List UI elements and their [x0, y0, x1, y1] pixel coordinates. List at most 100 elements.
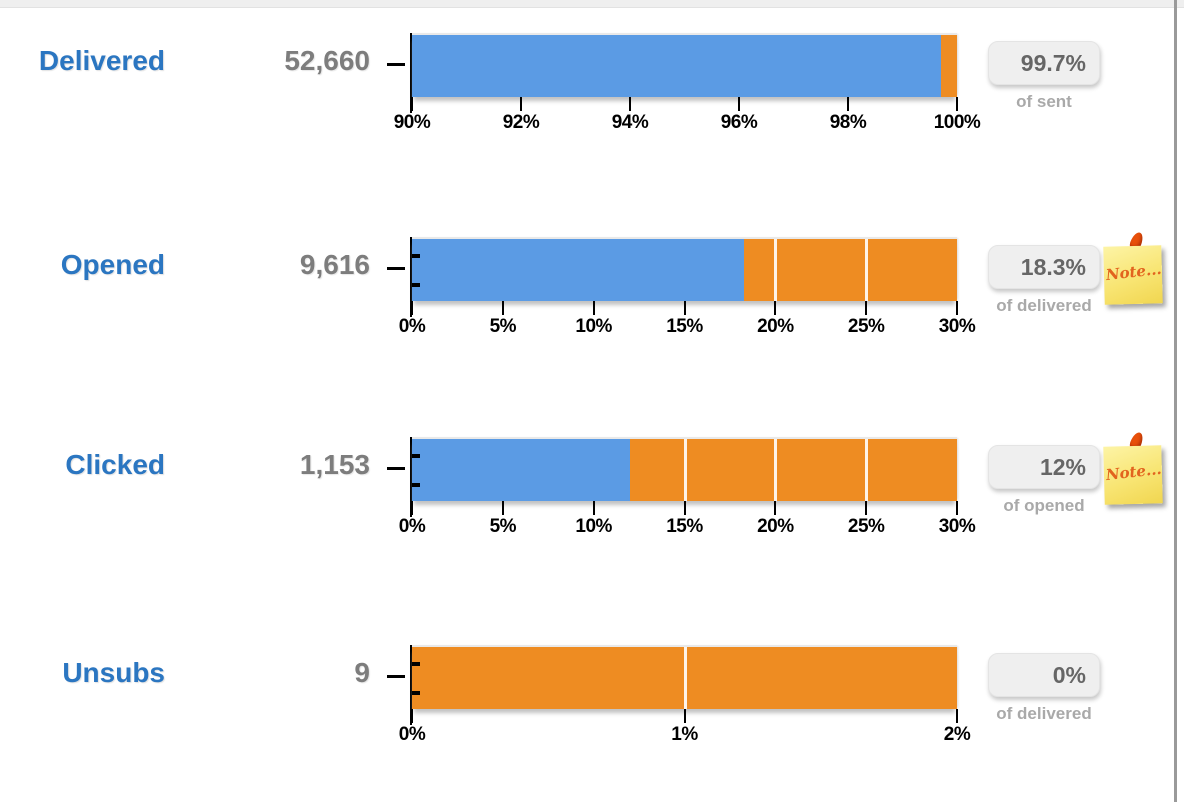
x-axis-tick-label: 90% — [393, 112, 431, 133]
x-axis-tick-label: 1% — [671, 724, 698, 745]
x-axis-tick-label: 92% — [502, 112, 540, 133]
x-axis-tick — [629, 97, 631, 111]
metric-count: 9,616 — [299, 249, 370, 280]
x-axis-tick-label: 100% — [933, 112, 981, 133]
x-axis-tick-label: 94% — [611, 112, 649, 133]
bar-value-segment — [412, 239, 745, 301]
metric-label[interactable]: Opened — [60, 249, 165, 280]
bar-chart — [412, 33, 957, 97]
y-axis-line — [410, 645, 412, 725]
gridline — [774, 239, 778, 301]
y-axis-notch — [412, 283, 420, 287]
y-axis-dash — [387, 63, 405, 66]
x-axis-tick — [411, 97, 413, 111]
y-axis-notch — [412, 483, 420, 487]
x-axis-tick — [956, 501, 958, 515]
sticky-note-icon: Note... — [1103, 245, 1163, 305]
metric-row: Clicked 1,153 12% of opened Note... 0% 5%… — [0, 430, 1184, 592]
x-axis-tick — [774, 301, 777, 315]
x-axis-tick-label: 15% — [666, 516, 703, 537]
x-axis-tick — [847, 97, 849, 111]
x-axis-tick — [956, 97, 958, 111]
gridline — [683, 439, 687, 501]
gridline — [683, 647, 687, 709]
x-axis-tick-label: 30% — [938, 316, 976, 337]
x-axis-tick-label: 30% — [938, 516, 976, 537]
x-axis-tick — [865, 501, 868, 515]
x-axis-tick-label: 20% — [757, 516, 794, 537]
x-axis-tick — [411, 501, 413, 515]
x-axis-tick-label: 96% — [720, 112, 758, 133]
x-axis-tick-label: 20% — [757, 316, 794, 337]
x-axis-tick — [738, 97, 740, 111]
note-icon[interactable]: Note... — [1102, 230, 1166, 312]
x-axis-tick — [411, 301, 413, 315]
top-strip — [0, 0, 1184, 8]
note-label: Note... — [1104, 459, 1163, 485]
y-axis-line — [410, 237, 412, 317]
x-axis-tick-label: 98% — [829, 112, 867, 133]
x-axis-tick-label: 0% — [398, 316, 426, 337]
x-axis-tick — [683, 301, 686, 315]
percent-badge: 18.3% — [988, 245, 1100, 289]
panel-right-border — [1174, 0, 1177, 802]
sticky-note-icon: Note... — [1103, 445, 1163, 505]
x-axis-tick — [774, 501, 777, 515]
y-axis-dash — [387, 267, 405, 270]
metric-count: 1,153 — [299, 449, 370, 480]
y-axis-notch — [412, 454, 420, 458]
x-axis-tick-label: 25% — [847, 316, 885, 337]
metric-label[interactable]: Clicked — [65, 449, 165, 480]
x-axis-tick-label: 5% — [489, 516, 517, 537]
percent-caption: of opened — [1003, 496, 1085, 515]
metric-row: Unsubs 9 0% of delivered 0% 1% 2% — [0, 640, 1184, 800]
x-axis-tick — [956, 301, 958, 315]
x-axis-tick-label: 15% — [666, 316, 703, 337]
percent-caption: of delivered — [996, 704, 1092, 723]
x-axis-tick-label: 10% — [575, 316, 612, 337]
metric-row: Opened 9,616 18.3% of delivered Note... … — [0, 230, 1184, 392]
gridline — [865, 439, 869, 501]
x-axis-tick — [683, 501, 686, 515]
x-axis-tick — [592, 301, 595, 315]
x-axis-tick-label: 0% — [398, 724, 426, 745]
metric-label[interactable]: Unsubs — [62, 657, 165, 688]
y-axis-line — [410, 33, 412, 113]
bar-chart — [412, 437, 957, 501]
x-axis-tick — [956, 709, 958, 723]
percent-caption: of sent — [1016, 92, 1072, 111]
y-axis-line — [410, 437, 412, 517]
x-axis-tick — [683, 709, 686, 723]
x-axis-tick — [501, 301, 504, 315]
x-axis-tick — [501, 501, 504, 515]
x-axis-tick-label: 5% — [489, 316, 517, 337]
y-axis-notch — [412, 662, 420, 666]
percent-caption: of delivered — [996, 296, 1092, 315]
metric-count: 52,660 — [284, 45, 370, 76]
gridline — [774, 439, 778, 501]
x-axis-tick — [520, 97, 522, 111]
percent-badge: 99.7% — [988, 41, 1100, 85]
y-axis-dash — [387, 467, 405, 470]
bar-value-segment — [412, 35, 941, 97]
note-label: Note... — [1104, 259, 1163, 285]
x-axis-tick — [592, 501, 595, 515]
y-axis-notch — [412, 254, 420, 258]
bar-value-segment — [412, 439, 630, 501]
note-icon[interactable]: Note... — [1102, 430, 1166, 512]
x-axis-tick-label: 10% — [575, 516, 612, 537]
gridline — [865, 239, 869, 301]
percent-badge: 0% — [988, 653, 1100, 697]
bar-chart — [412, 237, 957, 301]
percent-badge: 12% — [988, 445, 1100, 489]
x-axis-tick — [411, 709, 413, 723]
x-axis-tick-label: 0% — [398, 516, 426, 537]
metric-row: Delivered 52,660 99.7% of sent 90% 92% 94%… — [0, 28, 1184, 188]
metric-label[interactable]: Delivered — [38, 45, 165, 76]
y-axis-dash — [387, 675, 405, 678]
x-axis-tick — [865, 301, 868, 315]
metric-count: 9 — [354, 657, 370, 688]
x-axis-tick-label: 2% — [943, 724, 971, 745]
x-axis-tick-label: 25% — [847, 516, 885, 537]
bar-chart — [412, 645, 957, 709]
